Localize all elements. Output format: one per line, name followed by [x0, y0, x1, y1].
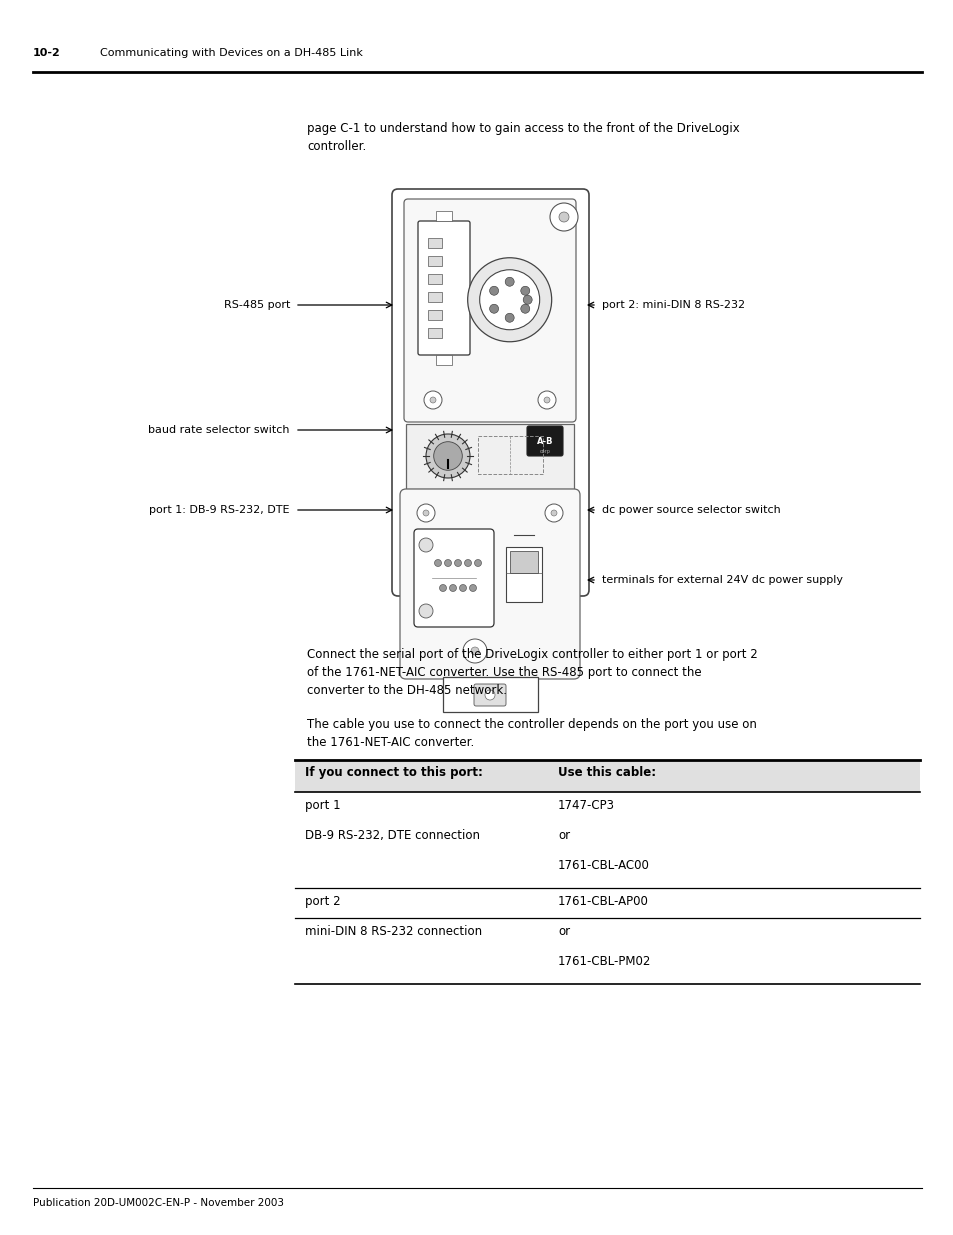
Bar	[428, 256, 441, 266]
Bar	[294, 760, 919, 792]
FancyBboxPatch shape	[392, 189, 588, 597]
Text: Connect the serial port of the DriveLogix controller to either port 1 or port 2: Connect the serial port of the DriveLogi…	[307, 648, 757, 661]
Bar	[428, 329, 441, 338]
FancyBboxPatch shape	[403, 199, 576, 422]
FancyBboxPatch shape	[526, 426, 562, 456]
Circle shape	[551, 510, 557, 516]
Circle shape	[520, 287, 529, 295]
Text: mini-DIN 8 RS-232 connection: mini-DIN 8 RS-232 connection	[305, 925, 481, 939]
Circle shape	[489, 304, 498, 314]
Circle shape	[471, 647, 478, 655]
Circle shape	[484, 690, 495, 700]
FancyBboxPatch shape	[399, 489, 579, 679]
Circle shape	[550, 203, 578, 231]
Bar	[477, 436, 542, 474]
Circle shape	[426, 433, 470, 478]
Text: Publication 20D-UM002C-EN-P - November 2003: Publication 20D-UM002C-EN-P - November 2…	[33, 1198, 284, 1208]
Bar	[428, 291, 441, 303]
Text: DB-9 RS-232, DTE connection: DB-9 RS-232, DTE connection	[305, 829, 479, 842]
Bar	[428, 310, 441, 320]
Text: 1747-CP3: 1747-CP3	[558, 799, 615, 811]
Circle shape	[469, 584, 476, 592]
Text: dc power source selector switch: dc power source selector switch	[601, 505, 780, 515]
FancyBboxPatch shape	[474, 684, 505, 706]
Bar	[428, 274, 441, 284]
Text: 10-2: 10-2	[33, 48, 61, 58]
Bar	[510, 551, 537, 573]
Text: The cable you use to connect the controller depends on the port you use on: The cable you use to connect the control…	[307, 718, 756, 731]
Text: the 1761-NET-AIC converter.: the 1761-NET-AIC converter.	[307, 736, 474, 748]
Circle shape	[454, 559, 461, 567]
Circle shape	[479, 269, 539, 330]
Circle shape	[423, 391, 441, 409]
Text: page C-1 to understand how to gain access to the front of the DriveLogix: page C-1 to understand how to gain acces…	[307, 122, 739, 135]
Text: terminals for external 24V dc power supply: terminals for external 24V dc power supp…	[601, 576, 842, 585]
Text: baud rate selector switch: baud rate selector switch	[149, 425, 290, 435]
FancyBboxPatch shape	[417, 221, 470, 354]
Circle shape	[543, 396, 550, 403]
Text: corp: corp	[539, 448, 550, 453]
Circle shape	[444, 559, 451, 567]
Text: converter to the DH-485 network.: converter to the DH-485 network.	[307, 684, 506, 697]
Text: 1761-CBL-AC00: 1761-CBL-AC00	[558, 860, 649, 872]
Text: port 1: DB-9 RS-232, DTE: port 1: DB-9 RS-232, DTE	[150, 505, 290, 515]
Circle shape	[434, 559, 441, 567]
Circle shape	[434, 442, 462, 471]
Circle shape	[505, 277, 514, 287]
Text: or: or	[558, 829, 570, 842]
Circle shape	[520, 304, 529, 314]
Circle shape	[416, 504, 435, 522]
Text: 1761-CBL-PM02: 1761-CBL-PM02	[558, 955, 651, 968]
Bar	[436, 354, 452, 366]
Circle shape	[489, 287, 498, 295]
Circle shape	[449, 584, 456, 592]
Text: controller.: controller.	[307, 140, 366, 153]
Text: A-B: A-B	[537, 436, 553, 446]
Circle shape	[522, 295, 532, 304]
Text: Communicating with Devices on a DH-485 Link: Communicating with Devices on a DH-485 L…	[100, 48, 362, 58]
Text: 1761-CBL-AP00: 1761-CBL-AP00	[558, 895, 648, 908]
Text: or: or	[558, 925, 570, 939]
Text: port 2: mini-DIN 8 RS-232: port 2: mini-DIN 8 RS-232	[601, 300, 744, 310]
Text: Use this cable:: Use this cable:	[558, 766, 656, 779]
Text: port 1: port 1	[305, 799, 340, 811]
Circle shape	[459, 584, 466, 592]
Circle shape	[462, 638, 486, 663]
Circle shape	[418, 604, 433, 618]
Text: port 2: port 2	[305, 895, 340, 908]
Circle shape	[422, 510, 429, 516]
Circle shape	[537, 391, 556, 409]
Circle shape	[505, 314, 514, 322]
Text: of the 1761-NET-AIC converter. Use the RS-485 port to connect the: of the 1761-NET-AIC converter. Use the R…	[307, 666, 700, 679]
Bar	[406, 424, 574, 489]
Circle shape	[464, 559, 471, 567]
Circle shape	[430, 396, 436, 403]
Circle shape	[467, 258, 551, 342]
Bar	[442, 677, 537, 713]
Bar	[505, 547, 541, 601]
Circle shape	[439, 584, 446, 592]
Bar	[436, 211, 452, 221]
Text: If you connect to this port:: If you connect to this port:	[305, 766, 482, 779]
Text: RS-485 port: RS-485 port	[223, 300, 290, 310]
Circle shape	[418, 538, 433, 552]
Circle shape	[558, 212, 568, 222]
FancyBboxPatch shape	[414, 529, 494, 627]
Circle shape	[474, 559, 481, 567]
Bar	[428, 238, 441, 248]
Circle shape	[544, 504, 562, 522]
